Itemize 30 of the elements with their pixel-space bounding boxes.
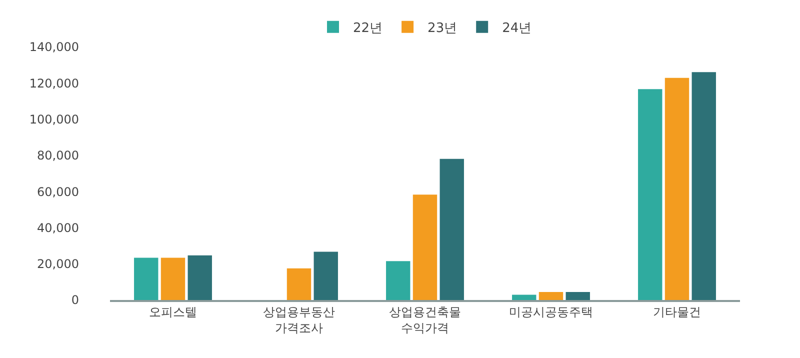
bar — [512, 294, 536, 300]
legend-label: 22년 — [353, 20, 383, 36]
y-tick-label: 80,000 — [37, 148, 79, 163]
bar — [638, 89, 662, 300]
bar — [134, 258, 158, 300]
legend-label: 23년 — [428, 20, 458, 36]
x-tick-label: 오피스텔 — [149, 305, 197, 320]
bar — [412, 194, 438, 300]
y-tick-label: 20,000 — [37, 257, 79, 272]
x-tick-label: 기타물건 — [653, 305, 701, 320]
x-tick-label: 상업용건축물 수익가격 — [389, 305, 461, 335]
bar — [440, 158, 464, 300]
y-tick-label: 0 — [71, 293, 79, 308]
bar — [286, 268, 312, 300]
bar — [160, 258, 186, 300]
bar — [664, 78, 690, 300]
y-tick-label: 120,000 — [29, 76, 79, 90]
bar — [386, 261, 410, 300]
bar — [188, 255, 212, 300]
y-tick-label: 60,000 — [37, 184, 79, 199]
bar — [314, 252, 338, 300]
legend-label: 24년 — [502, 20, 532, 36]
y-tick-label: 100,000 — [29, 112, 79, 126]
bar — [538, 292, 564, 300]
x-tick-label: 미공시공동주택 — [509, 305, 593, 320]
x-tick-label: 상업용부동산 가격조사 — [263, 305, 335, 335]
bar — [566, 292, 590, 300]
y-tick-label: 140,000 — [29, 40, 79, 54]
bar — [692, 72, 716, 300]
y-tick-label: 40,000 — [37, 220, 79, 235]
